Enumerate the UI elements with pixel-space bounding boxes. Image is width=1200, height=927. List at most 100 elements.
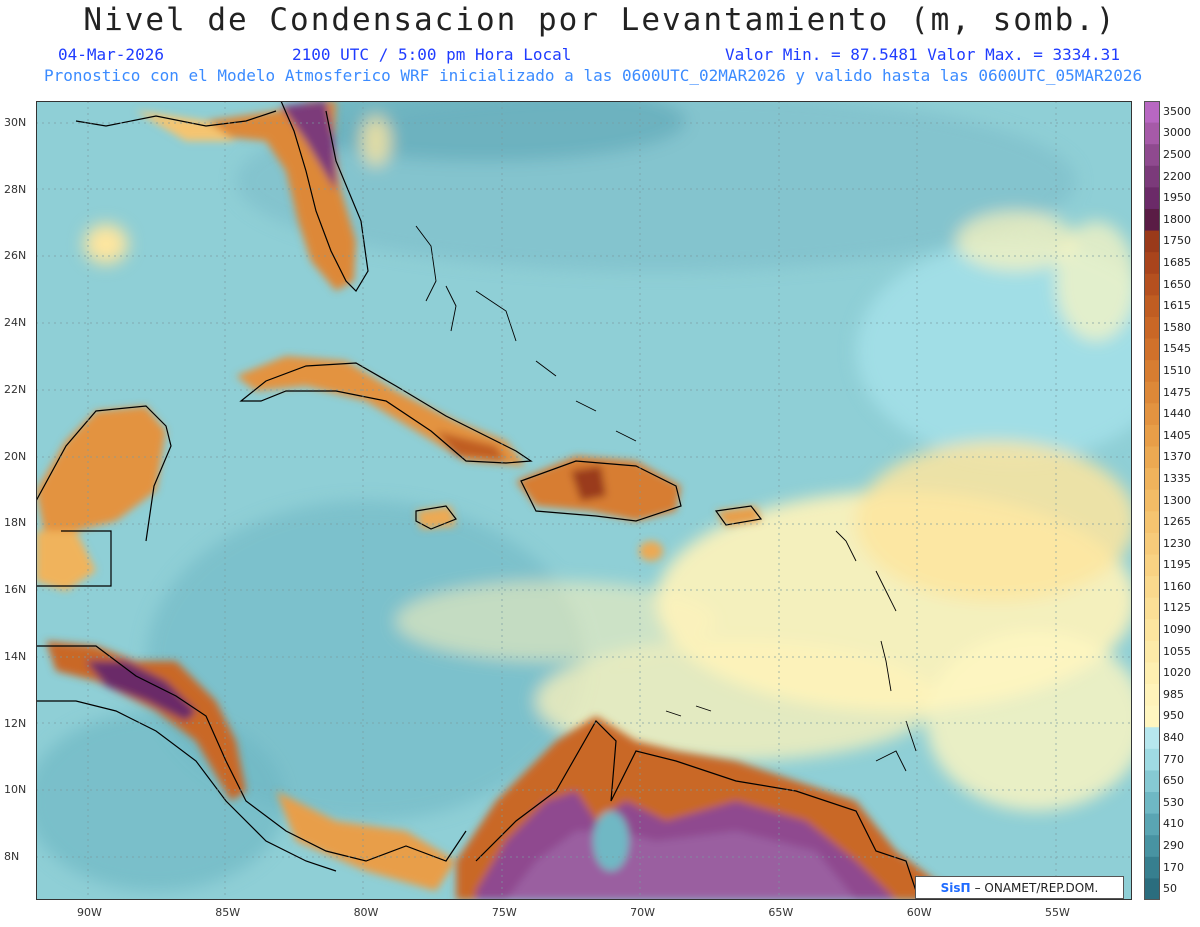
colorbar-level: 950 [1163, 709, 1184, 723]
lon-label: 85W [215, 906, 241, 919]
colorbar-swatch [1144, 619, 1160, 642]
min-max-values: Valor Min. = 87.5481 Valor Max. = 3334.3… [725, 45, 1120, 64]
colorbar-level: 985 [1163, 687, 1184, 701]
colorbar-level: 1750 [1163, 234, 1191, 248]
colorbar-swatch [1144, 878, 1160, 900]
lat-label: 22N [4, 382, 27, 396]
colorbar-swatch [1144, 813, 1160, 836]
lon-label: 60W [906, 906, 932, 919]
colorbar-level: 770 [1163, 752, 1184, 766]
colorbar-swatch [1144, 770, 1160, 793]
lat-label: 10N [4, 783, 27, 797]
lat-label: 28N [4, 182, 27, 196]
forecast-date: 04-Mar-2026 [58, 45, 164, 64]
model-info: Pronostico con el Modelo Atmosferico WRF… [44, 66, 1143, 85]
colorbar-swatch [1144, 403, 1160, 426]
colorbar-swatch [1144, 424, 1160, 448]
map-title: Nivel de Condensacion por Levantamiento … [83, 2, 1117, 38]
colorbar-level: 1370 [1163, 450, 1191, 464]
colorbar-level: 1950 [1163, 191, 1191, 205]
credit-org: – ONAMET/REP.DOM. [974, 880, 1099, 895]
colorbar-level: 1055 [1163, 644, 1191, 658]
colorbar-level: 1615 [1163, 299, 1191, 313]
colorbar-swatch [1144, 144, 1160, 167]
colorbar-level: 170 [1163, 860, 1184, 874]
colorbar-swatch [1144, 835, 1160, 858]
colorbar-level: 1440 [1163, 407, 1191, 421]
colorbar-swatch [1144, 640, 1160, 663]
colorbar-swatch [1144, 554, 1160, 577]
colorbar-level: 1475 [1163, 385, 1191, 399]
colorbar-swatch [1144, 360, 1160, 383]
colorbar-level: 1195 [1163, 558, 1191, 572]
lat-label: 8N [4, 850, 20, 863]
colorbar-level: 530 [1163, 795, 1184, 809]
lat-label: 16N [4, 583, 27, 597]
colorbar-level: 1335 [1163, 471, 1191, 485]
colorbar-swatch [1144, 662, 1160, 685]
lat-label: 26N [4, 249, 27, 263]
colorbar-level: 1230 [1163, 536, 1191, 550]
colorbar-level: 2200 [1163, 169, 1191, 183]
colorbar-swatch [1144, 727, 1160, 750]
colorbar-level: 1405 [1163, 428, 1191, 442]
colorbar-swatch [1144, 208, 1160, 232]
lcl-map [36, 101, 1132, 900]
colorbar-level: 3500 [1163, 104, 1191, 118]
lon-label: 75W [491, 906, 517, 919]
colorbar-swatch [1144, 792, 1160, 815]
colorbar-level: 1685 [1163, 255, 1191, 269]
colorbar-swatch [1144, 705, 1160, 728]
colorbar-level: 1545 [1163, 342, 1191, 356]
colorbar-swatch [1144, 252, 1160, 275]
colorbar-swatch [1144, 316, 1160, 340]
lat-label: 24N [4, 316, 27, 330]
colorbar-level: 840 [1163, 731, 1184, 745]
colorbar-swatch [1144, 684, 1160, 707]
colorbar-swatch [1144, 856, 1160, 879]
lat-label: 30N [4, 116, 27, 129]
colorbar-swatch [1144, 338, 1160, 361]
colorbar-swatch [1144, 748, 1160, 771]
colorbar-swatch [1144, 532, 1160, 555]
credit-box: SisΠ – ONAMET/REP.DOM. [915, 876, 1124, 899]
colorbar-level: 1510 [1163, 363, 1191, 377]
colorbar-swatch [1144, 187, 1160, 210]
colorbar-swatch [1144, 230, 1160, 253]
lon-label: 90W [77, 906, 102, 919]
colorbar [1144, 101, 1160, 900]
lon-label: 80W [353, 906, 379, 919]
colorbar-level: 1090 [1163, 623, 1191, 637]
sispi-logo: SisΠ [940, 880, 971, 895]
colorbar-swatch [1144, 576, 1160, 599]
colorbar-swatch [1144, 446, 1160, 469]
colorbar-swatch [1144, 597, 1160, 620]
forecast-time: 2100 UTC / 5:00 pm Hora Local [292, 45, 572, 64]
colorbar-level: 50 [1163, 882, 1177, 896]
lon-label: 65W [768, 906, 794, 919]
colorbar-swatch [1144, 511, 1160, 534]
colorbar-swatch [1144, 381, 1160, 404]
colorbar-level: 1020 [1163, 666, 1191, 680]
colorbar-level: 3000 [1163, 126, 1191, 140]
colorbar-swatch [1144, 489, 1160, 512]
colorbar-level: 1160 [1163, 579, 1191, 593]
lat-label: 14N [4, 649, 27, 663]
colorbar-level: 1580 [1163, 320, 1191, 334]
colorbar-level: 1650 [1163, 277, 1191, 291]
colorbar-swatch [1144, 122, 1160, 145]
colorbar-level: 410 [1163, 817, 1184, 831]
colorbar-swatch [1144, 468, 1160, 491]
lat-label: 20N [4, 449, 27, 463]
lon-label: 70W [630, 906, 656, 919]
colorbar-level: 2500 [1163, 147, 1191, 161]
colorbar-swatch [1144, 295, 1160, 318]
lat-label: 18N [4, 516, 27, 530]
lon-label: 55W [1045, 906, 1070, 919]
colorbar-swatch [1144, 273, 1160, 296]
lat-label: 12N [4, 716, 27, 730]
colorbar-level: 650 [1163, 774, 1184, 788]
colorbar-level: 290 [1163, 839, 1184, 852]
colorbar-level: 1800 [1163, 212, 1191, 226]
colorbar-level: 1265 [1163, 515, 1191, 529]
